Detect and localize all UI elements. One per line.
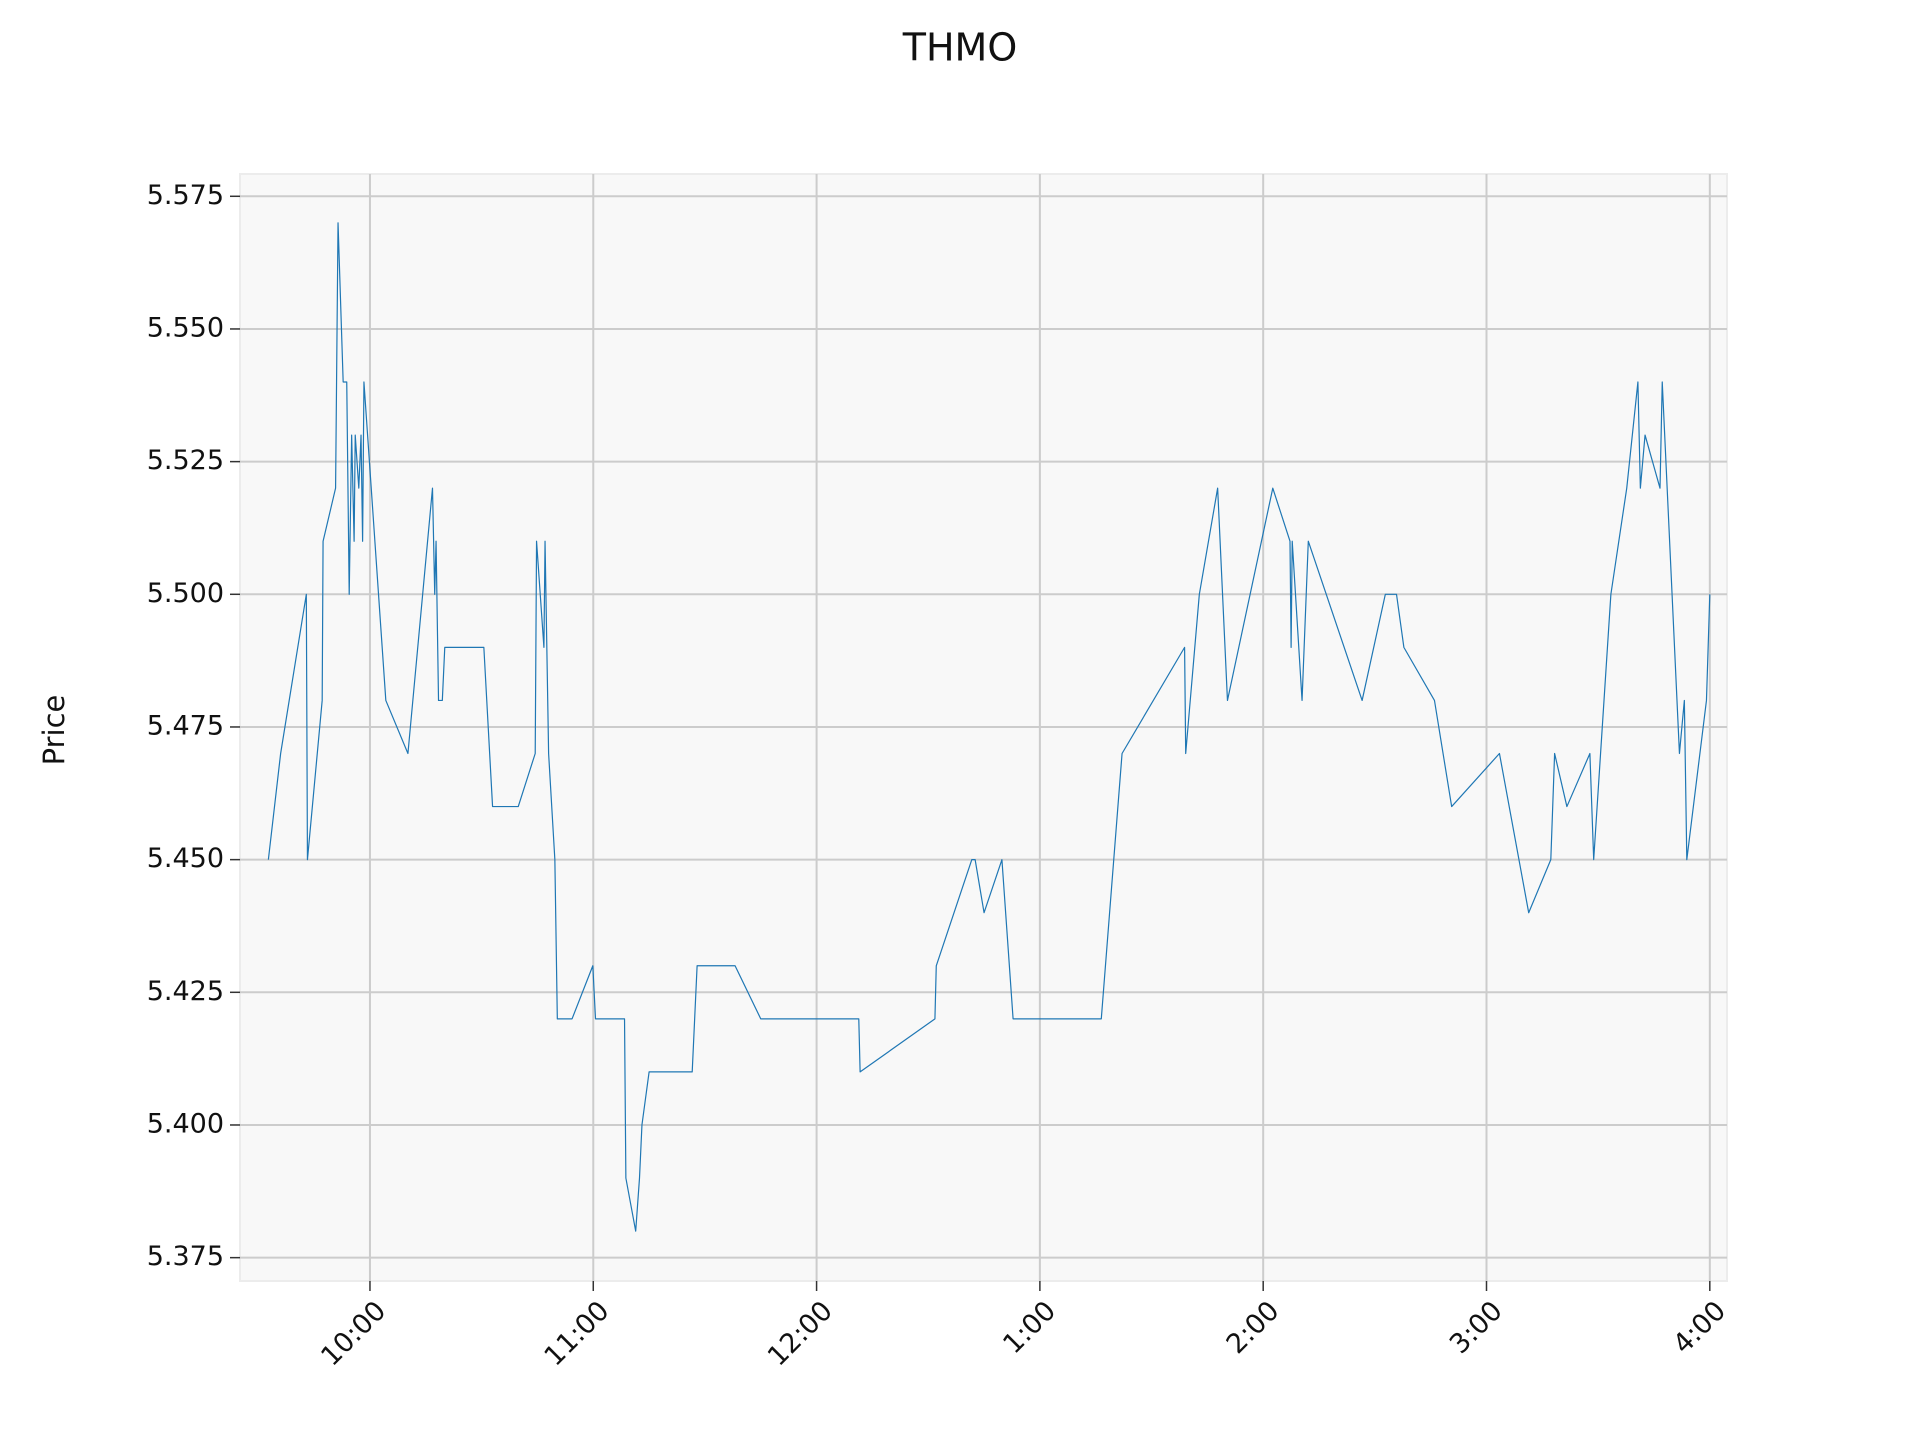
y-tick-label: 5.450	[147, 843, 224, 874]
x-tick-label: 11:00	[539, 1295, 616, 1372]
y-tick-label: 5.375	[147, 1241, 224, 1272]
y-tick-label: 5.575	[147, 180, 224, 211]
y-tick-label: 5.525	[147, 445, 224, 476]
x-tick-label: 4:00	[1667, 1295, 1732, 1360]
x-tick-label: 10:00	[315, 1295, 392, 1372]
y-tick-label: 5.500	[147, 578, 224, 609]
chart-title: THMO	[902, 26, 1017, 70]
y-tick-label: 5.400	[147, 1108, 224, 1139]
y-axis-label: Price	[37, 695, 71, 766]
x-tick-label: 2:00	[1221, 1295, 1286, 1360]
x-tick-label: 3:00	[1444, 1295, 1509, 1360]
y-tick-label: 5.425	[147, 976, 224, 1007]
y-tick-label: 5.475	[147, 710, 224, 741]
price-line	[267, 222, 1711, 1232]
x-tick-label: 1:00	[997, 1295, 1062, 1360]
y-tick-label: 5.550	[147, 312, 224, 343]
x-tick-label: 12:00	[762, 1295, 839, 1372]
